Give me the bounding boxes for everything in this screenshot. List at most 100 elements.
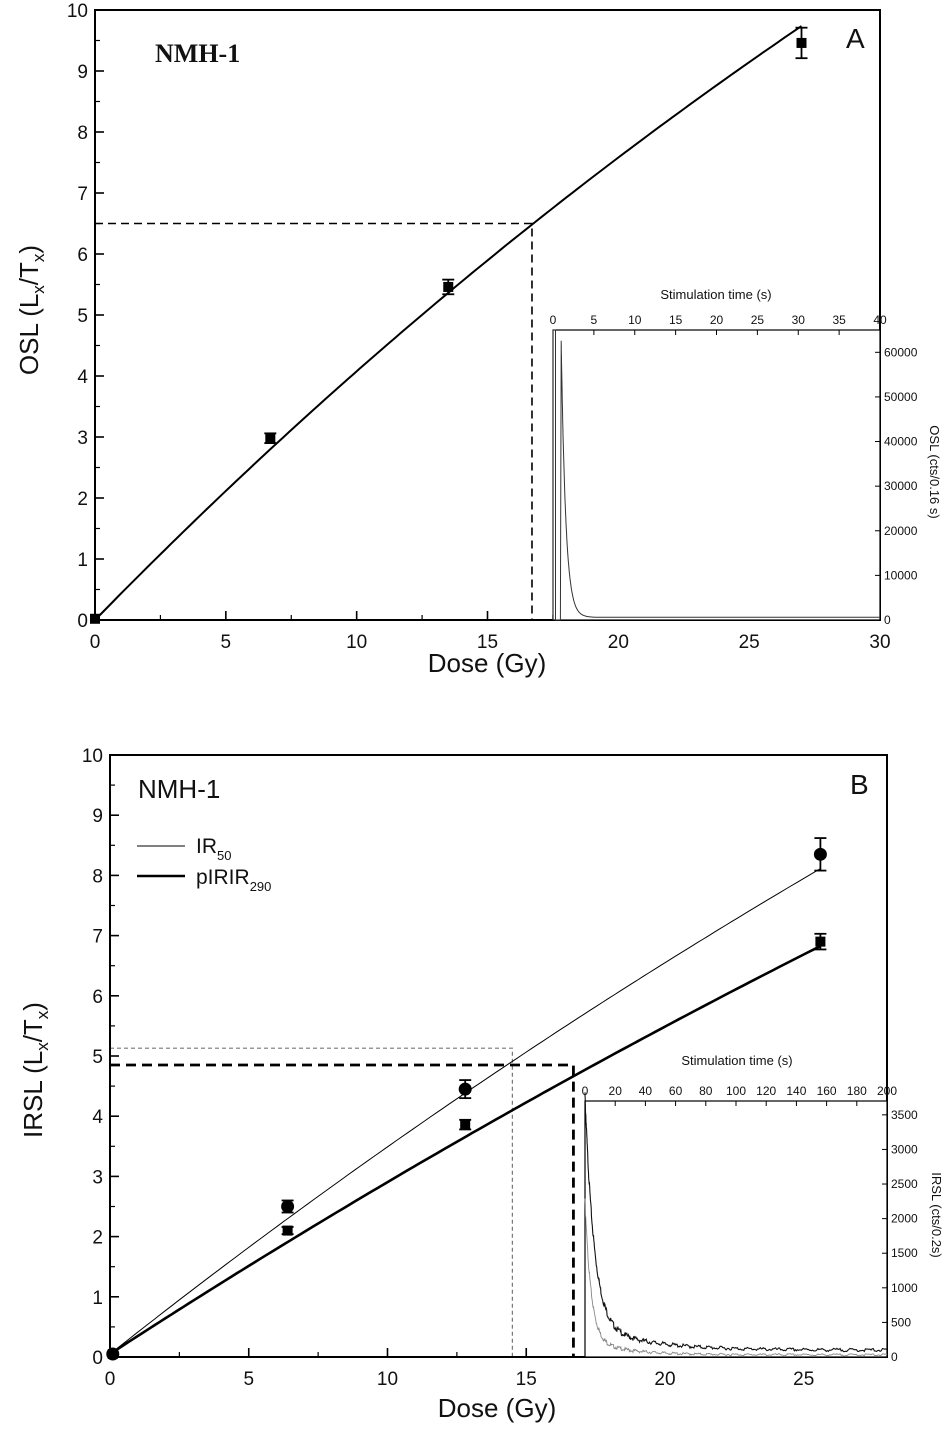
panel-b-y-sub-x2: x xyxy=(33,1010,52,1019)
inset-x-tick-label: 35 xyxy=(832,313,846,327)
inset-x-tick-label: 140 xyxy=(786,1084,806,1098)
inset-y-tick-label: 30000 xyxy=(884,479,918,493)
inset-x-tick-label: 80 xyxy=(699,1084,713,1098)
inset-y-tick-label: 10000 xyxy=(884,568,918,582)
inset-x-tick-label: 180 xyxy=(847,1084,867,1098)
data-point-square xyxy=(443,281,454,292)
y-tick-label: 0 xyxy=(77,611,88,632)
y-tick-label: 1 xyxy=(92,1288,103,1309)
inset-y-tick-label: 1500 xyxy=(891,1246,918,1260)
data-point-circle xyxy=(281,1200,295,1213)
inset-x-tick-label: 60 xyxy=(669,1084,683,1098)
interpolation-line-thin xyxy=(110,1047,513,1357)
panel-b-inset: 0 20 40 60 80 100 120 140 160 180 200 0 500 1000 1500… xyxy=(582,1053,944,1364)
inset-x-tick-label: 30 xyxy=(792,313,806,327)
panel-a-y-sub-x: x xyxy=(29,285,48,294)
y-tick-label: 8 xyxy=(77,123,88,144)
panel-b-y-slash: /T xyxy=(18,1019,48,1042)
panel-b-inset-decays xyxy=(584,1092,888,1357)
x-tick-label: 25 xyxy=(793,1369,814,1390)
panel-b-y-ticks: 0 1 2 3 4 5 6 7 8 9 10 xyxy=(82,746,119,1369)
y-tick-label: 2 xyxy=(92,1228,103,1249)
y-tick-label: 9 xyxy=(92,806,103,827)
y-tick-label: 0 xyxy=(92,1348,103,1369)
inset-y-tick-label: 1000 xyxy=(891,1281,918,1295)
inset-y-tick-label: 3500 xyxy=(891,1108,918,1122)
panel-a-y-sub-x2: x xyxy=(29,253,48,262)
x-tick-label: 0 xyxy=(90,632,101,653)
panel-a-inset-y-ticks: 0 10000 20000 30000 40000 50000 60000 xyxy=(875,345,918,627)
inset-y-tick-label: 0 xyxy=(891,1350,898,1364)
panel-b-inset-y-ticks: 0 500 1000 1500 2000 2500 3000 3500 xyxy=(882,1108,918,1364)
data-point-square xyxy=(265,433,276,444)
y-tick-label: 9 xyxy=(77,62,88,83)
y-tick-label: 10 xyxy=(67,1,88,22)
inset-x-tick-label: 20 xyxy=(609,1084,623,1098)
x-tick-label: 15 xyxy=(477,632,498,653)
panel-a-x-ticks: 0 5 10 15 20 25 30 xyxy=(90,611,891,653)
panel-b-y-close: ) xyxy=(18,1002,48,1011)
inset-x-tick-label: 15 xyxy=(669,313,683,327)
panel-a-inset-decay xyxy=(552,329,880,621)
panel-a-plot-frame xyxy=(94,9,881,621)
panel-a-inset-frame xyxy=(552,329,881,621)
panel-b-plot-frame xyxy=(109,754,888,1358)
panel-b-x-axis-label: Dose (Gy) xyxy=(438,1393,556,1423)
inset-y-tick-label: 60000 xyxy=(884,345,918,359)
y-tick-label: 1 xyxy=(77,550,88,571)
panel-b-y-sub-x: x xyxy=(33,1042,52,1051)
legend-pirir290-sub: 290 xyxy=(250,879,272,894)
data-point-square xyxy=(815,936,826,947)
inset-x-tick-label: 120 xyxy=(756,1084,776,1098)
inset-x-tick-label: 100 xyxy=(726,1084,746,1098)
inset-x-tick-label: 5 xyxy=(591,313,598,327)
panel-a-sample-label: NMH-1 xyxy=(155,39,240,68)
interpolation-line-thick xyxy=(95,222,533,620)
fit-curve-thick xyxy=(112,944,821,1354)
inset-y-tick-label: 3000 xyxy=(891,1142,918,1156)
interpolation-line-thick xyxy=(110,1063,575,1357)
y-tick-label: 4 xyxy=(77,367,88,388)
y-tick-label: 3 xyxy=(92,1167,103,1188)
data-point-square xyxy=(282,1225,293,1236)
x-tick-label: 5 xyxy=(243,1369,254,1390)
panel-a-y-slash: /T xyxy=(14,262,44,285)
y-tick-label: 7 xyxy=(92,927,103,948)
x-tick-label: 0 xyxy=(105,1369,116,1390)
x-tick-label: 30 xyxy=(869,632,890,653)
inset-x-tick-label: 20 xyxy=(710,313,724,327)
data-point-square xyxy=(460,1119,471,1130)
y-tick-label: 6 xyxy=(77,245,88,266)
panel-a-interpolation xyxy=(95,222,533,620)
data-point-square xyxy=(107,1348,118,1359)
inset-y-tick-label: 20000 xyxy=(884,524,918,538)
y-tick-label: 7 xyxy=(77,184,88,205)
panel-a-y-ticks: 0 1 2 3 4 5 6 7 8 9 10 xyxy=(67,1,104,632)
panel-a-inset-y-label: OSL (cts/0.16 s) xyxy=(927,425,942,518)
inset-decay-curve-grey xyxy=(584,1198,888,1357)
inset-y-tick-label: 0 xyxy=(884,613,891,627)
y-tick-label: 8 xyxy=(92,866,103,887)
legend-ir50-base: IR xyxy=(196,835,217,858)
x-tick-label: 20 xyxy=(608,632,629,653)
y-tick-label: 2 xyxy=(77,489,88,510)
x-tick-label: 25 xyxy=(739,632,760,653)
y-tick-label: 3 xyxy=(77,428,88,449)
inset-x-tick-label: 25 xyxy=(751,313,765,327)
x-tick-label: 15 xyxy=(516,1369,537,1390)
x-tick-label: 10 xyxy=(346,632,367,653)
inset-y-tick-label: 500 xyxy=(891,1315,911,1329)
x-tick-label: 20 xyxy=(654,1369,675,1390)
inset-x-tick-label: 0 xyxy=(582,1084,589,1098)
y-tick-label: 6 xyxy=(92,987,103,1008)
panel-a-inset: 0 5 10 15 20 25 30 35 40 0 10000 20000 30000 40000 50… xyxy=(550,287,942,627)
panel-a-y-axis-label: OSL (Lx/Tx) xyxy=(14,245,48,375)
inset-y-tick-label: 50000 xyxy=(884,390,918,404)
panel-b-y-axis-label: IRSL (Lx/Tx) xyxy=(18,1002,52,1138)
panel-b-sample-label: NMH-1 xyxy=(138,774,220,804)
y-tick-label: 5 xyxy=(92,1047,103,1068)
panel-a-y-close: ) xyxy=(14,245,44,254)
inset-x-tick-label: 40 xyxy=(873,313,887,327)
inset-x-tick-label: 10 xyxy=(628,313,642,327)
